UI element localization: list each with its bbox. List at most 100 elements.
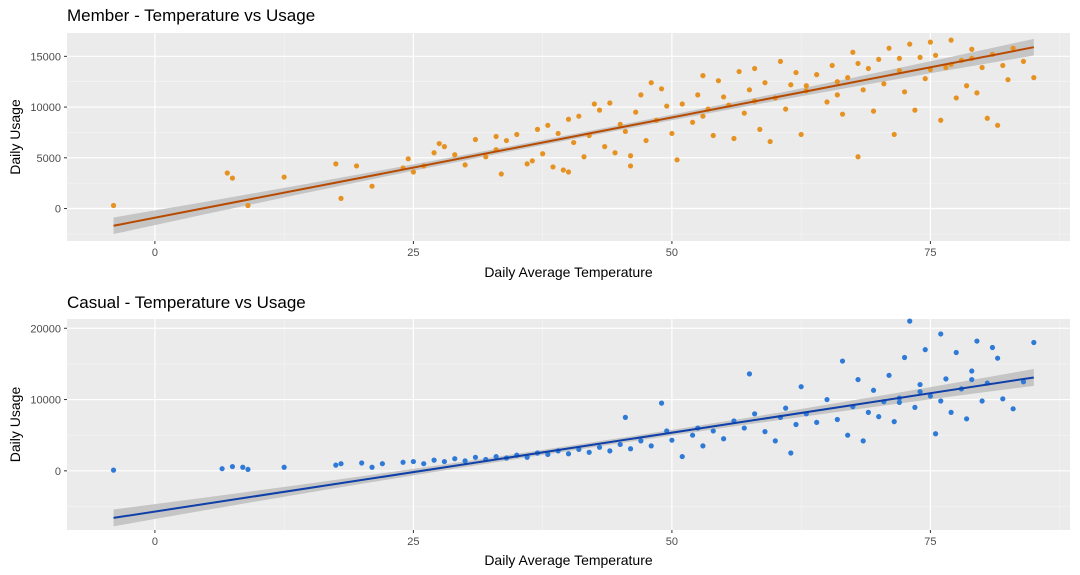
data-point: [607, 100, 613, 106]
chart-title: Casual - Temperature vs Usage: [67, 293, 306, 312]
data-point: [493, 453, 499, 460]
data-point: [953, 349, 959, 356]
data-point: [607, 448, 613, 454]
data-point: [865, 409, 871, 415]
data-point: [927, 393, 934, 399]
data-point: [783, 405, 789, 411]
data-point: [834, 92, 840, 98]
data-point: [110, 202, 117, 209]
data-point: [617, 441, 623, 448]
data-point: [721, 436, 727, 442]
data-point: [896, 67, 902, 74]
data-point: [974, 338, 980, 344]
data-point: [917, 389, 923, 395]
data-point: [788, 450, 794, 456]
data-point: [876, 414, 882, 420]
data-point: [596, 444, 603, 450]
x-tick-label: 75: [924, 247, 936, 259]
data-point: [410, 169, 416, 175]
data-point: [741, 110, 747, 116]
y-tick-label: 20000: [30, 323, 61, 335]
data-point: [617, 121, 623, 127]
data-point: [540, 151, 546, 157]
y-tick-label: 0: [55, 204, 61, 216]
data-point: [550, 164, 556, 170]
data-point: [695, 92, 701, 98]
y-tick-label: 15000: [30, 51, 61, 63]
data-point: [829, 62, 835, 69]
data-point: [938, 331, 944, 337]
data-point: [943, 376, 949, 382]
data-point: [901, 354, 908, 361]
data-point: [731, 135, 737, 142]
data-point: [932, 52, 939, 58]
data-point: [953, 95, 959, 101]
data-point: [767, 138, 773, 145]
data-point: [1005, 77, 1011, 83]
data-point: [995, 122, 1001, 128]
data-point: [824, 396, 830, 403]
x-axis-title: Daily Average Temperature: [484, 552, 653, 568]
data-point: [581, 154, 587, 160]
data-point: [689, 432, 696, 438]
data-point: [752, 411, 758, 417]
y-tick-label: 10000: [30, 102, 61, 114]
y-tick-label: 10000: [30, 395, 61, 407]
data-point: [741, 425, 747, 431]
x-tick-label: 75: [924, 536, 936, 548]
data-point: [886, 45, 892, 51]
x-tick-label: 0: [152, 247, 158, 259]
data-point: [679, 101, 685, 107]
data-point: [674, 157, 680, 163]
data-point: [1010, 45, 1016, 51]
data-point: [359, 460, 365, 466]
trend-line: [113, 376, 1034, 519]
data-point: [524, 454, 530, 460]
data-point: [338, 461, 344, 467]
data-point: [700, 73, 706, 79]
data-point: [421, 461, 427, 467]
data-point: [901, 89, 908, 95]
data-point: [591, 101, 597, 107]
data-point: [700, 443, 706, 449]
data-point: [229, 463, 236, 470]
data-point: [912, 404, 918, 410]
data-point: [762, 80, 768, 86]
data-point: [984, 115, 990, 121]
data-point: [896, 55, 902, 61]
data-point: [545, 122, 551, 128]
data-point: [963, 416, 970, 422]
data-point: [560, 167, 566, 173]
data-point: [333, 462, 339, 468]
data-point: [1031, 75, 1037, 81]
data-point: [571, 139, 577, 146]
data-point: [922, 76, 928, 82]
data-point: [845, 75, 851, 81]
x-tick-label: 50: [666, 536, 678, 548]
data-point: [1020, 379, 1027, 385]
data-point: [860, 438, 866, 444]
data-point: [638, 438, 644, 444]
data-point: [555, 130, 561, 137]
data-point: [669, 437, 675, 443]
data-point: [948, 37, 954, 43]
x-tick-label: 0: [152, 536, 158, 548]
data-point: [907, 41, 913, 47]
data-point: [333, 161, 339, 167]
data-point: [219, 466, 225, 472]
data-point: [245, 202, 251, 209]
data-point: [710, 428, 716, 434]
data-point: [224, 170, 230, 176]
chart-title: Member - Temperature vs Usage: [67, 6, 316, 25]
data-point: [870, 387, 877, 393]
data-point: [839, 111, 846, 117]
data-point: [932, 431, 939, 437]
data-point: [891, 131, 897, 138]
data-point: [876, 56, 882, 62]
y-axis-title: Daily Usage: [7, 387, 23, 463]
data-point: [927, 39, 934, 45]
data-point: [669, 130, 675, 137]
data-point: [240, 464, 246, 470]
data-point: [436, 140, 442, 147]
